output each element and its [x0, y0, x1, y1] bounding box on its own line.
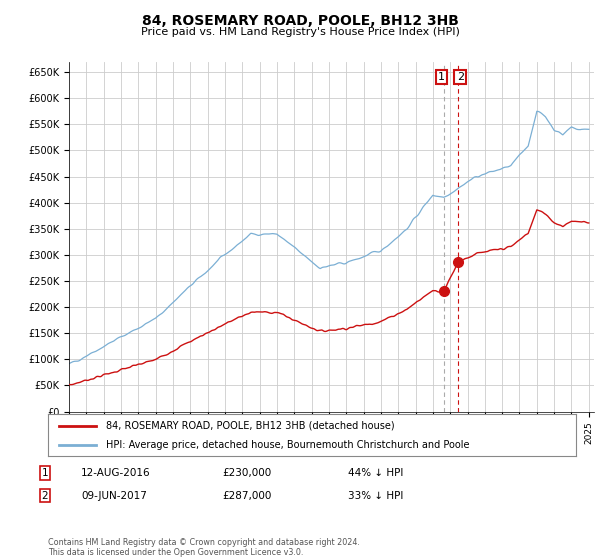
- Text: 84, ROSEMARY ROAD, POOLE, BH12 3HB: 84, ROSEMARY ROAD, POOLE, BH12 3HB: [142, 14, 458, 28]
- Text: 84, ROSEMARY ROAD, POOLE, BH12 3HB (detached house): 84, ROSEMARY ROAD, POOLE, BH12 3HB (deta…: [106, 421, 395, 431]
- Text: 09-JUN-2017: 09-JUN-2017: [81, 491, 147, 501]
- Text: 1: 1: [41, 468, 49, 478]
- Text: Price paid vs. HM Land Registry's House Price Index (HPI): Price paid vs. HM Land Registry's House …: [140, 27, 460, 38]
- Text: 12-AUG-2016: 12-AUG-2016: [81, 468, 151, 478]
- Text: 1: 1: [438, 72, 445, 82]
- Text: £230,000: £230,000: [222, 468, 271, 478]
- Text: 33% ↓ HPI: 33% ↓ HPI: [348, 491, 403, 501]
- Text: HPI: Average price, detached house, Bournemouth Christchurch and Poole: HPI: Average price, detached house, Bour…: [106, 440, 470, 450]
- Text: 2: 2: [457, 72, 464, 82]
- Text: Contains HM Land Registry data © Crown copyright and database right 2024.
This d: Contains HM Land Registry data © Crown c…: [48, 538, 360, 557]
- Text: £287,000: £287,000: [222, 491, 271, 501]
- Text: 2: 2: [41, 491, 49, 501]
- Text: 44% ↓ HPI: 44% ↓ HPI: [348, 468, 403, 478]
